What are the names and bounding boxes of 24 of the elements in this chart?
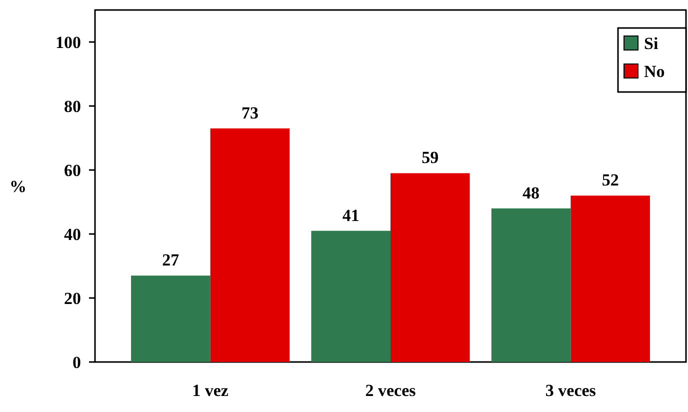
y-tick-label: 0 [72, 352, 81, 372]
bar [131, 276, 210, 362]
data-label: 59 [422, 148, 439, 168]
data-label: 52 [602, 170, 619, 190]
y-tick-label: 60 [64, 160, 81, 180]
bar [570, 196, 650, 362]
y-tick-label: 100 [56, 32, 81, 52]
legend-label: No [644, 62, 665, 81]
x-tick-label: 3 veces [545, 381, 596, 400]
bar [210, 128, 290, 362]
data-label: 41 [342, 206, 360, 225]
data-label: 73 [241, 103, 258, 122]
bar [390, 173, 470, 362]
y-tick-label: 20 [64, 288, 81, 308]
data-label: 48 [522, 183, 540, 202]
bar [491, 208, 571, 362]
y-tick-label: 40 [64, 224, 81, 244]
y-tick-label: 80 [64, 96, 81, 116]
x-tick-label: 1 vez [192, 381, 229, 400]
legend-label: Si [644, 34, 658, 53]
bar [311, 230, 390, 362]
x-tick-label: 2 veces [365, 381, 416, 400]
y-axis-title: % [10, 176, 26, 196]
data-label: 27 [162, 250, 180, 270]
